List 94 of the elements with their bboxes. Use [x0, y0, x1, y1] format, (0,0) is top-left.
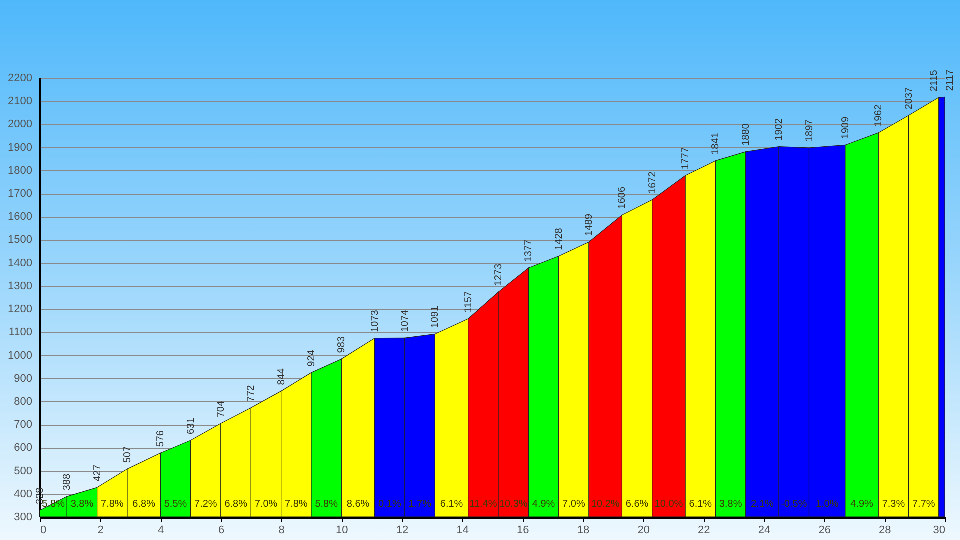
y-tick-label: 1600 — [8, 211, 32, 224]
y-tick-label: 1800 — [8, 164, 32, 177]
annotation: 6.1% — [689, 499, 712, 510]
y-tick-label: 600 — [14, 442, 32, 454]
x-tick-label: 14 — [456, 524, 469, 536]
data-label: 772 — [246, 384, 258, 402]
annotation: 7.2% — [194, 499, 218, 510]
data-label: 1880 — [740, 123, 752, 146]
data-label: 1157 — [463, 291, 474, 313]
x-tick-label: 30 — [933, 524, 946, 536]
data-label: 844 — [276, 368, 288, 386]
data-label: 1897 — [804, 119, 816, 142]
x-tick-label: 18 — [577, 524, 590, 536]
data-label: 427 — [92, 464, 104, 482]
y-tick-label: 500 — [14, 465, 32, 478]
x-tick-label: 0 — [40, 524, 47, 536]
x-tick-label: 12 — [396, 524, 409, 536]
data-label: 924 — [306, 350, 318, 367]
data-label: 1841 — [710, 132, 722, 155]
annotation: 10.3% — [499, 499, 528, 510]
y-tick-label: 700 — [14, 419, 32, 432]
y-tick-label: 1400 — [8, 257, 32, 270]
x-tick-label: 22 — [698, 524, 710, 536]
annotation: 11.4% — [470, 499, 498, 510]
annotation: 1.0% — [816, 499, 839, 510]
x-tick-label: 2 — [98, 524, 104, 536]
data-label: 507 — [122, 446, 134, 464]
data-label: 983 — [336, 336, 348, 354]
y-tick-label: 1200 — [8, 304, 32, 316]
y-tick-label: 1700 — [8, 188, 32, 200]
data-label: 1377 — [524, 239, 535, 262]
annotation: 0.1% — [378, 499, 402, 510]
annotation: 7.7% — [912, 499, 936, 510]
data-label: 1273 — [494, 264, 505, 286]
annotation: 6.6% — [626, 499, 649, 510]
data-label: 1962 — [874, 104, 885, 127]
annotation: 3.8% — [719, 499, 742, 510]
annotation: 3.8% — [70, 499, 94, 510]
annotation: 5.8% — [315, 499, 338, 510]
annotation: 8.6% — [346, 499, 370, 510]
annotation: 2.1% — [751, 499, 774, 510]
y-tick-label: 1300 — [8, 280, 32, 292]
annotation: 10.2% — [591, 499, 620, 510]
data-label: 1902 — [774, 118, 786, 141]
y-tick-label: 900 — [14, 372, 32, 385]
annotation: 5.5% — [164, 499, 188, 510]
data-label: 1428 — [554, 228, 565, 250]
data-label: 388 — [62, 474, 74, 491]
annotation: 1.7% — [408, 499, 432, 510]
x-tick-label: 4 — [158, 524, 164, 536]
y-tick-label: 300 — [14, 512, 32, 524]
y-tick-label: 1000 — [8, 350, 32, 362]
annotation: -0.5% — [781, 499, 808, 510]
y-tick-label: 1100 — [8, 326, 32, 339]
annotation: 7.3% — [882, 499, 906, 510]
data-label: 2037 — [904, 86, 915, 110]
data-label: 631 — [186, 417, 197, 435]
x-tick-label: 6 — [218, 524, 225, 536]
annotation: 7.0% — [254, 499, 278, 510]
y-tick-label: 1500 — [8, 234, 32, 246]
x-tick-label: 26 — [818, 524, 831, 536]
x-tick-label: 10 — [336, 524, 348, 536]
y-tick-label: 1900 — [8, 142, 32, 154]
annotation: 10.0% — [654, 499, 684, 510]
y-tick-label: 2100 — [8, 96, 32, 108]
data-label: 1909 — [840, 116, 852, 140]
x-tick-label: 16 — [517, 524, 530, 536]
x-tick-label: 28 — [879, 524, 892, 536]
annotation: 6.8% — [132, 499, 156, 510]
y-tick-label: 2200 — [8, 72, 32, 84]
annotation: 4.9% — [532, 499, 556, 510]
data-label: 1073 — [370, 310, 381, 332]
x-tick-label: 8 — [278, 524, 285, 536]
annotation: 7.0% — [562, 499, 586, 510]
data-label: 1091 — [430, 306, 442, 328]
data-label: 2115 — [928, 70, 940, 92]
annotation: 7.8% — [285, 499, 308, 510]
annotation: 6.1% — [440, 499, 464, 510]
data-label: 1074 — [400, 309, 412, 332]
annotation: 6.8% — [224, 499, 248, 510]
data-label: 1672 — [647, 171, 658, 194]
y-tick-label: 2000 — [8, 118, 32, 131]
y-tick-label: 800 — [14, 396, 32, 408]
y-tick-label: 400 — [14, 488, 32, 500]
x-tick-label: 20 — [638, 524, 650, 536]
data-label: 1489 — [584, 214, 596, 236]
data-label: 1606 — [617, 186, 628, 210]
annotation: 4.9% — [850, 499, 874, 510]
x-tick-label: 24 — [758, 524, 771, 536]
data-label: 2117 — [945, 69, 956, 92]
data-label: 704 — [216, 400, 227, 418]
data-label: 1777 — [680, 147, 692, 170]
annotation: 7.8% — [101, 499, 124, 510]
data-label: 576 — [156, 430, 167, 448]
